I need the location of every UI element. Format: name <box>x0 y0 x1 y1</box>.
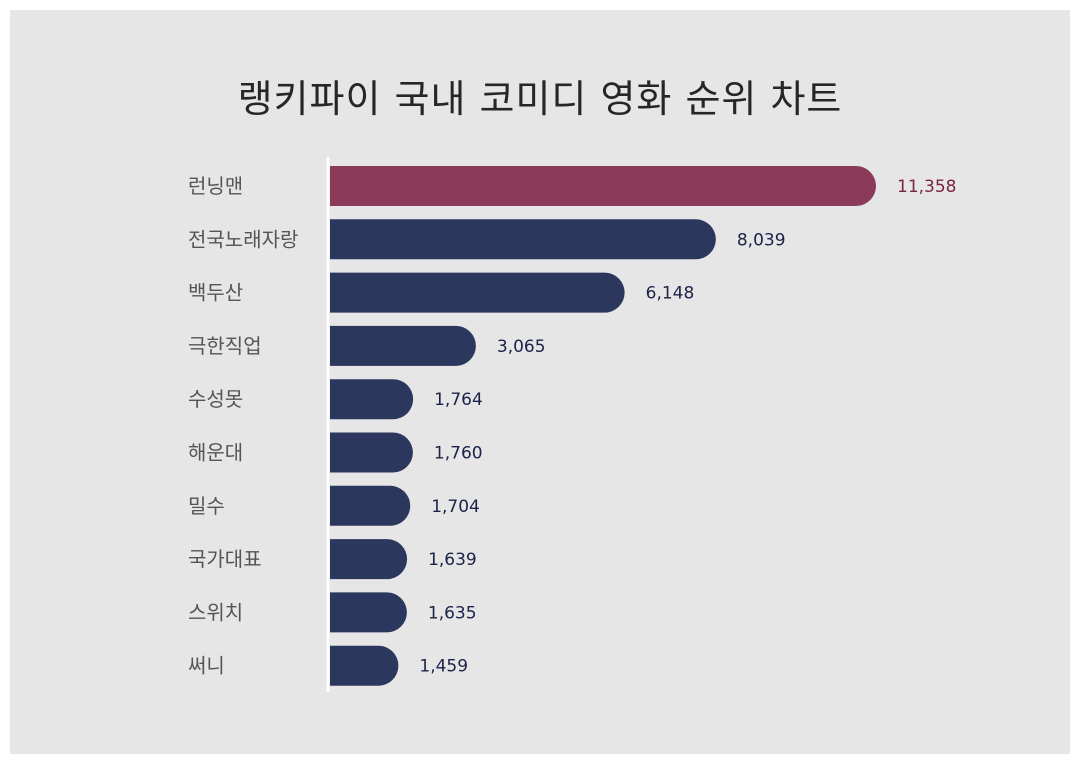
bar-4 <box>330 325 476 366</box>
category-label: 해운대 <box>188 441 243 465</box>
labels-layer: 런닝맨 11,358 전국노래자랑 8,039 백두산 6,148 극한직업 3,065 수성못… <box>188 174 956 678</box>
value-label: 1,639 <box>428 550 477 570</box>
bar-7 <box>330 485 411 526</box>
category-label: 백두산 <box>188 281 243 305</box>
value-label: 6,148 <box>646 284 695 304</box>
category-label: 전국노래자랑 <box>188 227 298 251</box>
bar-2 <box>330 219 716 260</box>
bar-3 <box>330 272 625 313</box>
bars-layer <box>330 166 876 686</box>
value-label: 1,459 <box>419 657 468 677</box>
bar-10 <box>330 645 399 686</box>
value-label: 1,704 <box>431 497 480 517</box>
chart-panel <box>10 10 1070 754</box>
category-label: 스위치 <box>188 600 243 624</box>
value-label: 11,358 <box>897 177 956 197</box>
category-label: 밀수 <box>188 494 225 518</box>
category-label: 런닝맨 <box>188 174 243 198</box>
bar-1 <box>330 166 876 206</box>
value-label: 3,065 <box>497 337 546 357</box>
value-label: 1,635 <box>428 603 477 623</box>
bar-5 <box>330 379 414 420</box>
category-label: 수성못 <box>188 387 243 411</box>
bar-8 <box>330 539 408 580</box>
value-label: 8,039 <box>737 230 786 250</box>
category-label: 써니 <box>188 654 225 678</box>
chart-title: 랭키파이 국내 코미디 영화 순위 차트 <box>237 77 843 121</box>
category-label: 국가대표 <box>188 547 262 571</box>
bar-6 <box>330 432 413 473</box>
category-label: 극한직업 <box>188 334 262 358</box>
bar-9 <box>330 592 407 633</box>
value-label: 1,764 <box>434 390 483 410</box>
value-label: 1,760 <box>434 444 483 464</box>
